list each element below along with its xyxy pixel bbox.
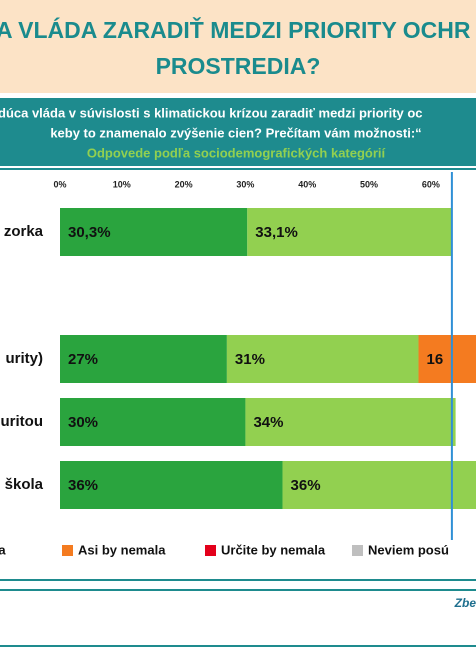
question-line: dúca vláda v súvislosti s klimatickou kr… xyxy=(0,105,423,120)
category-label: škola xyxy=(5,476,44,493)
bar-segment xyxy=(60,335,227,383)
bar-segment xyxy=(245,398,456,446)
category-label: zorka xyxy=(4,223,44,240)
x-tick-label: 50% xyxy=(360,179,378,189)
bar-segment xyxy=(60,461,283,509)
value-label: 34% xyxy=(253,414,283,431)
x-tick-label: 10% xyxy=(113,179,131,189)
title-banner xyxy=(0,0,476,93)
category-label: urity) xyxy=(6,350,44,367)
value-label: 30,3% xyxy=(68,224,111,241)
title-line: PROSTREDIA? xyxy=(156,53,321,79)
legend-label: mala xyxy=(0,542,6,557)
legend-label: Neviem posú xyxy=(368,542,449,557)
bar-segment xyxy=(247,208,452,256)
value-label: 27% xyxy=(68,351,98,368)
bar-segment xyxy=(226,335,419,383)
bar-segment xyxy=(60,398,246,446)
value-label: 36% xyxy=(291,477,321,494)
legend-label: Určite by nemala xyxy=(221,542,326,557)
value-label: 16 xyxy=(427,351,444,368)
legend-swatch xyxy=(352,545,363,556)
x-tick-label: 30% xyxy=(236,179,254,189)
subtitle: Odpovede podľa sociodemografických kateg… xyxy=(87,145,386,160)
bar-segment xyxy=(418,335,476,383)
bar-segment xyxy=(60,208,248,256)
value-label: 36% xyxy=(68,477,98,494)
legend-label: Asi by nemala xyxy=(78,542,166,557)
category-label: uritou xyxy=(1,413,44,430)
legend-swatch xyxy=(62,545,73,556)
plot: 0% 10% 20% 30% 40% 50% 60% zorka 30,3% 33,1% urity… xyxy=(0,172,476,557)
legend-swatch xyxy=(205,545,216,556)
title-line: A VLÁDA ZARADIŤ MEDZI PRIORITY OCHR xyxy=(0,16,471,43)
x-tick-label: 20% xyxy=(175,179,193,189)
bar-segment xyxy=(282,461,476,509)
question-line: keby to znamenalo zvýšenie cien? Prečíta… xyxy=(50,125,421,140)
question-band xyxy=(0,98,476,166)
value-label: 31% xyxy=(235,351,265,368)
x-tick-label: 60% xyxy=(422,179,440,189)
value-label: 30% xyxy=(68,414,98,431)
x-tick-label: 0% xyxy=(53,179,66,189)
source: Zbe xyxy=(454,596,476,610)
value-label: 33,1% xyxy=(255,224,298,241)
x-tick-label: 40% xyxy=(298,179,316,189)
